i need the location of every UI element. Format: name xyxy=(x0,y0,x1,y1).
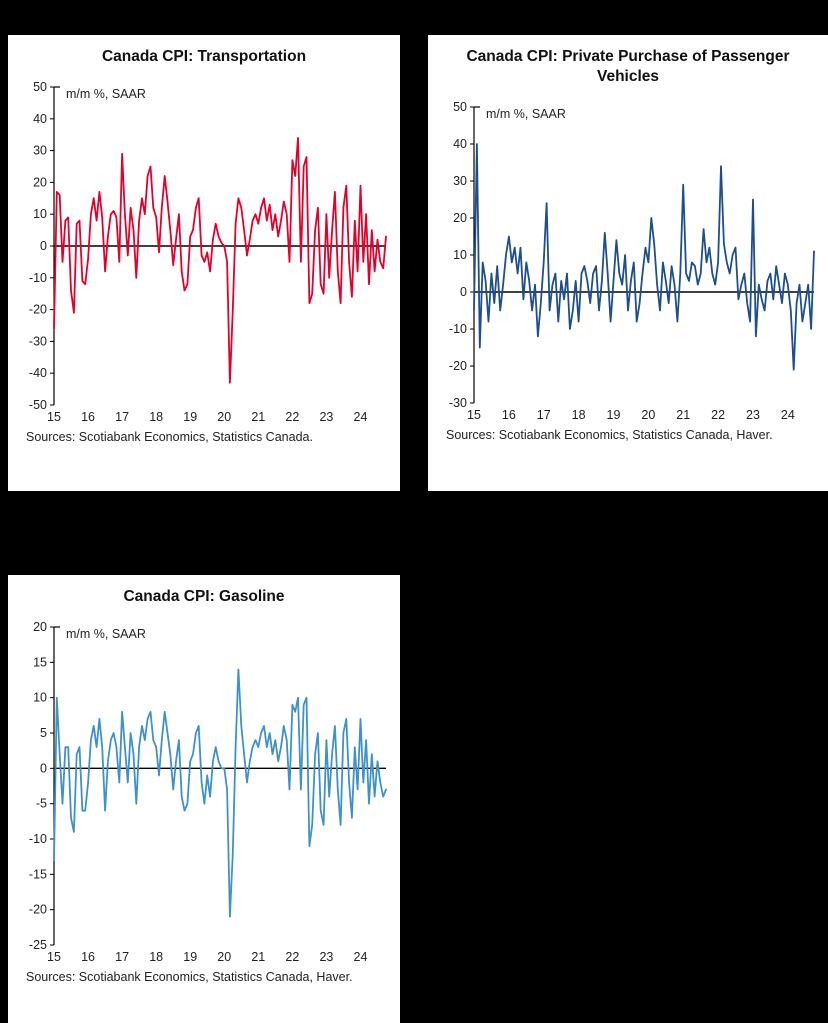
svg-text:15: 15 xyxy=(33,655,47,669)
svg-text:-25: -25 xyxy=(29,938,47,952)
svg-text:22: 22 xyxy=(285,410,299,424)
source-note-gasoline: Sources: Scotiabank Economics, Statistic… xyxy=(26,970,353,985)
svg-text:30: 30 xyxy=(33,144,47,158)
svg-text:m/m %, SAAR: m/m %, SAAR xyxy=(66,627,146,641)
svg-text:24: 24 xyxy=(781,408,795,422)
svg-text:10: 10 xyxy=(453,248,467,262)
svg-text:0: 0 xyxy=(40,239,47,253)
svg-text:18: 18 xyxy=(572,408,586,422)
svg-text:10: 10 xyxy=(33,691,47,705)
chart-title-passenger-vehicles: Canada CPI: Private Purchase of Passenge… xyxy=(466,48,790,86)
source-note-transportation: Sources: Scotiabank Economics, Statistic… xyxy=(26,430,313,445)
svg-text:17: 17 xyxy=(115,410,129,424)
svg-text:23: 23 xyxy=(319,410,333,424)
svg-text:-40: -40 xyxy=(29,366,47,380)
svg-text:0: 0 xyxy=(460,285,467,299)
chart-panel-transportation: Canada CPI: Transportation 50 40 30 20 10 0 -1… xyxy=(8,35,400,491)
svg-text:19: 19 xyxy=(183,950,197,964)
svg-text:5: 5 xyxy=(40,726,47,740)
svg-text:-20: -20 xyxy=(29,903,47,917)
svg-text:16: 16 xyxy=(81,950,95,964)
svg-text:21: 21 xyxy=(251,950,265,964)
svg-text:-5: -5 xyxy=(36,797,47,811)
chart-title-transportation: Canada CPI: Transportation xyxy=(101,48,307,65)
chart-panel-gasoline: Canada CPI: Gasoline 20 15 10 5 0 -5 -10 -15 -20… xyxy=(8,575,400,1023)
svg-text:24: 24 xyxy=(354,950,368,964)
svg-text:15: 15 xyxy=(47,410,61,424)
chart-title-gasoline: Canada CPI: Gasoline xyxy=(123,588,285,605)
source-note-passenger-vehicles: Sources: Scotiabank Economics, Statistic… xyxy=(446,428,773,443)
svg-text:18: 18 xyxy=(149,410,163,424)
svg-text:17: 17 xyxy=(537,408,551,422)
svg-text:50: 50 xyxy=(453,100,467,114)
svg-text:0: 0 xyxy=(40,761,47,775)
svg-text:19: 19 xyxy=(607,408,621,422)
svg-text:18: 18 xyxy=(149,950,163,964)
svg-text:20: 20 xyxy=(217,950,231,964)
svg-text:20: 20 xyxy=(33,620,47,634)
svg-text:-30: -30 xyxy=(29,335,47,349)
svg-text:15: 15 xyxy=(47,950,61,964)
svg-text:20: 20 xyxy=(217,410,231,424)
svg-text:20: 20 xyxy=(641,408,655,422)
svg-text:16: 16 xyxy=(81,410,95,424)
svg-text:16: 16 xyxy=(502,408,516,422)
svg-text:24: 24 xyxy=(354,410,368,424)
svg-text:40: 40 xyxy=(453,137,467,151)
svg-text:21: 21 xyxy=(251,410,265,424)
svg-text:19: 19 xyxy=(183,410,197,424)
svg-text:22: 22 xyxy=(285,950,299,964)
svg-text:m/m %, SAAR: m/m %, SAAR xyxy=(486,107,566,121)
svg-text:-20: -20 xyxy=(449,359,467,373)
svg-text:-10: -10 xyxy=(29,271,47,285)
svg-text:-50: -50 xyxy=(29,398,47,412)
svg-text:22: 22 xyxy=(711,408,725,422)
svg-text:23: 23 xyxy=(746,408,760,422)
svg-text:30: 30 xyxy=(453,174,467,188)
svg-text:23: 23 xyxy=(319,950,333,964)
svg-text:-30: -30 xyxy=(449,396,467,410)
svg-text:17: 17 xyxy=(115,950,129,964)
svg-text:20: 20 xyxy=(453,211,467,225)
svg-text:15: 15 xyxy=(467,408,481,422)
svg-text:21: 21 xyxy=(676,408,690,422)
svg-text:-10: -10 xyxy=(29,832,47,846)
svg-text:20: 20 xyxy=(33,176,47,190)
svg-text:-10: -10 xyxy=(449,322,467,336)
svg-text:50: 50 xyxy=(33,80,47,94)
chart-panel-passenger-vehicles: Canada CPI: Private Purchase of Passenge… xyxy=(428,35,828,491)
svg-text:m/m %, SAAR: m/m %, SAAR xyxy=(66,87,146,101)
svg-text:-20: -20 xyxy=(29,303,47,317)
svg-text:40: 40 xyxy=(33,112,47,126)
svg-text:-15: -15 xyxy=(29,867,47,881)
svg-text:10: 10 xyxy=(33,207,47,221)
